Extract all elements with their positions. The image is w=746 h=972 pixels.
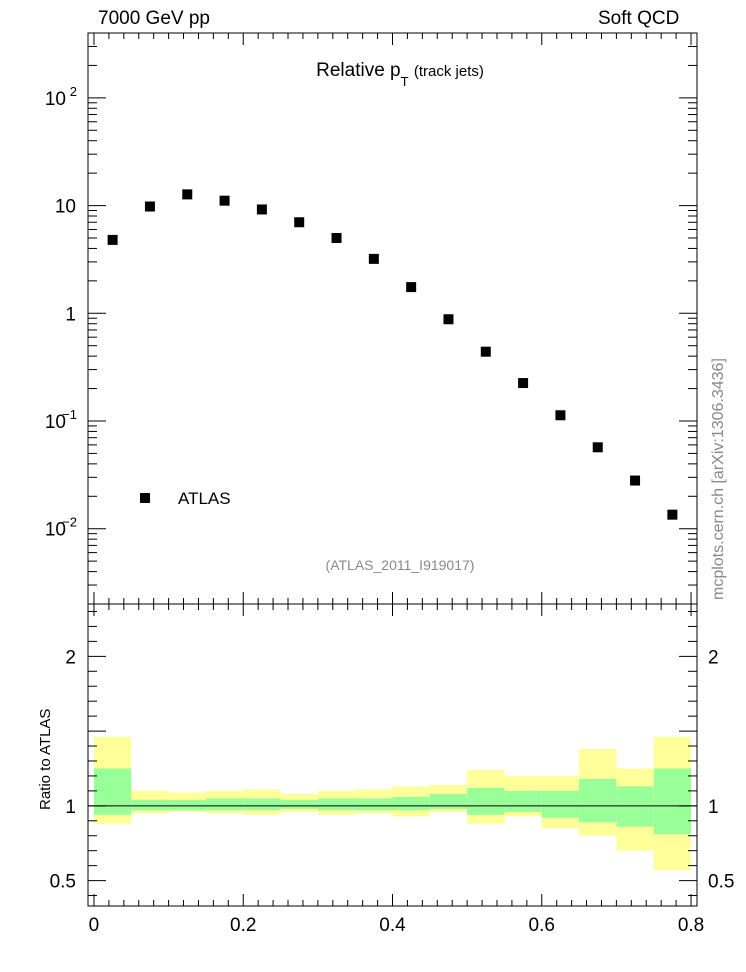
x-tick-label: 0.6 xyxy=(529,915,555,936)
title-main: Relative p xyxy=(316,60,401,81)
data-point-12 xyxy=(555,410,566,421)
data-point-11 xyxy=(518,378,529,389)
data-point-1 xyxy=(144,201,155,212)
title-subscript: T xyxy=(400,74,409,89)
data-point-9 xyxy=(443,314,454,325)
data-point-6 xyxy=(331,232,342,243)
header-left: 7000 GeV pp xyxy=(98,8,210,29)
y-tick-label: 10 xyxy=(45,89,66,110)
ratio-y-tick-label-left: 2 xyxy=(65,647,76,668)
y-tick-label: 1 xyxy=(65,304,76,325)
ratio-bands xyxy=(93,737,692,871)
title-aside: (track jets) xyxy=(413,63,484,80)
y-tick-label: 10 xyxy=(55,197,76,218)
y-tick-label: 10 xyxy=(45,520,66,541)
data-point-13 xyxy=(592,442,603,453)
ratio-y-tick-label-right: 1 xyxy=(708,797,719,818)
ratio-band-inner-5 xyxy=(280,799,318,809)
ratio-band-inner-10 xyxy=(467,787,505,815)
data-point-3 xyxy=(219,195,230,206)
ratio-band-inner-2 xyxy=(168,799,206,811)
main-plot-frame xyxy=(87,32,698,605)
y-tick-label: 10 xyxy=(45,412,66,433)
data-point-0 xyxy=(107,234,118,245)
ratio-band-inner-3 xyxy=(205,798,244,811)
data-point-14 xyxy=(630,475,641,486)
x-tick-label: 0 xyxy=(89,915,100,936)
data-point-15 xyxy=(667,509,678,520)
data-point-8 xyxy=(406,282,417,293)
ratio-y-tick-label-right: 0.5 xyxy=(708,872,734,893)
ratio-band-inner-4 xyxy=(243,798,281,811)
analysis-label: (ATLAS_2011_I919017) xyxy=(325,557,475,573)
y-tick-label-exponent: −1 xyxy=(62,407,77,422)
ratio-y-tick-label-left: 1 xyxy=(65,797,76,818)
ratio-band-inner-9 xyxy=(429,793,468,809)
legend-marker xyxy=(140,493,150,503)
data-point-10 xyxy=(480,346,491,357)
ratio-band-inner-1 xyxy=(131,799,169,811)
data-markers xyxy=(107,189,678,520)
watermark: mcplots.cern.ch [arXiv:1306.3436] xyxy=(710,358,727,600)
ratio-band-inner-13 xyxy=(579,778,617,823)
header-right: Soft QCD xyxy=(598,8,680,29)
ratio-band-inner-11 xyxy=(504,790,542,812)
x-tick-label: 0.8 xyxy=(678,915,704,936)
ratio-band-inner-8 xyxy=(392,796,430,811)
x-tick-label: 0.2 xyxy=(230,915,256,936)
x-tick-label: 0.4 xyxy=(379,915,406,936)
ratio-band-inner-15 xyxy=(653,768,692,835)
data-point-5 xyxy=(294,217,305,228)
axis-ticks xyxy=(88,32,697,906)
data-point-7 xyxy=(368,253,379,264)
y-tick-label-exponent: 2 xyxy=(70,84,77,99)
ratio-band-inner-6 xyxy=(317,798,356,811)
legend-label-atlas: ATLAS xyxy=(178,489,231,508)
data-point-2 xyxy=(182,189,193,200)
ratio-band-inner-0 xyxy=(93,768,132,815)
ratio-y-tick-label-right: 2 xyxy=(708,647,719,668)
ratio-band-inner-14 xyxy=(616,786,654,827)
ratio-band-inner-12 xyxy=(541,790,580,818)
data-point-4 xyxy=(256,204,267,215)
plot-title: Relative pT (track jets) xyxy=(200,60,600,89)
ratio-y-axis-label: Ratio to ATLAS xyxy=(37,708,54,810)
y-tick-label-exponent: −2 xyxy=(62,515,77,530)
ratio-band-inner-7 xyxy=(355,798,393,811)
ratio-y-tick-label-left: 0.5 xyxy=(50,872,76,893)
